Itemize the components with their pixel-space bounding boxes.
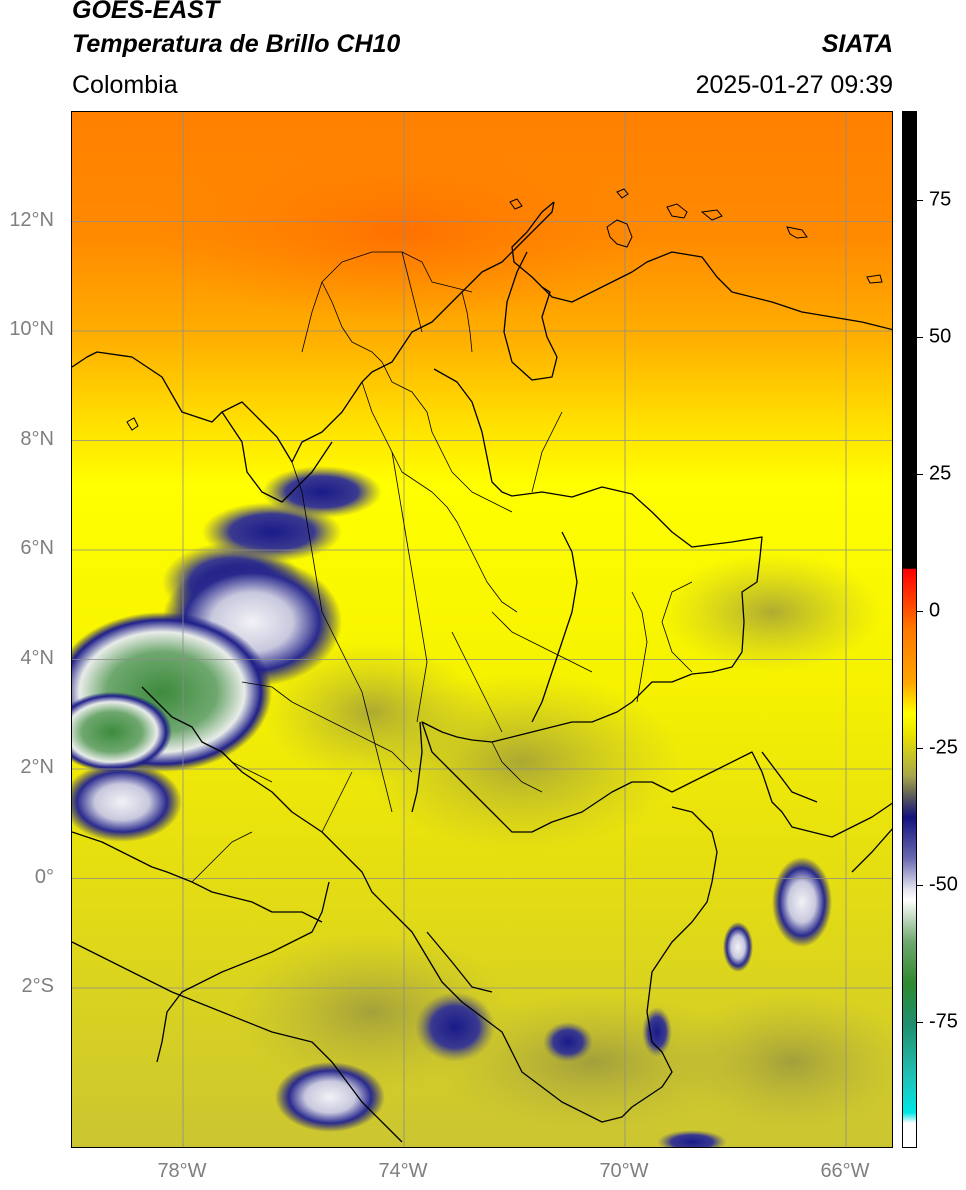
- region-label: Colombia: [72, 71, 178, 99]
- colorbar-tick-label: 25: [929, 462, 952, 485]
- colorbar-gradient: [903, 112, 916, 1147]
- longitude-label: 66°W: [820, 1160, 870, 1182]
- colorbar-tick-mark: [917, 611, 923, 612]
- satellite-title: GOES-EAST: [72, 0, 220, 24]
- warm-region: [142, 142, 662, 322]
- datetime-label: 2025-01-27 09:39: [695, 71, 893, 99]
- latitude-label: 2°S: [21, 975, 54, 997]
- graticule: [72, 112, 892, 1147]
- source-label: SIATA: [821, 30, 893, 58]
- latitude-label: 12°N: [9, 208, 54, 231]
- colorbar-tick-label: 0: [929, 599, 941, 622]
- country-borders: [72, 201, 892, 1143]
- colorbar-tick-mark: [917, 748, 923, 749]
- colorbar-tick-mark: [917, 885, 923, 886]
- department-boundaries: [191, 251, 693, 883]
- colorbar-tick-mark: [917, 337, 923, 338]
- islands: [126, 188, 883, 431]
- colorbar-tick-label: -25: [929, 736, 958, 759]
- map-frame: [71, 111, 893, 1148]
- colorbar-tick-mark: [917, 200, 923, 201]
- latitude-label: 2°N: [20, 756, 54, 778]
- colorbar: [902, 111, 917, 1148]
- latitude-label: 6°N: [20, 537, 54, 559]
- colorbar-tick-label: -50: [929, 873, 958, 896]
- product-title: Temperatura de Brillo CH10: [72, 30, 401, 58]
- colorbar-tick-label: 75: [929, 188, 952, 211]
- latitude-label: 4°N: [20, 646, 54, 669]
- colorbar-tick-label: 50: [929, 325, 952, 348]
- latitude-label: 8°N: [20, 427, 54, 450]
- longitude-label: 74°W: [378, 1160, 428, 1182]
- cold-cloud-tops: [72, 466, 892, 1147]
- longitude-label: 70°W: [599, 1160, 649, 1182]
- colorbar-tick-mark: [917, 1022, 923, 1023]
- latitude-label: 0°: [34, 865, 54, 888]
- latitude-label: 10°N: [9, 318, 54, 340]
- satellite-map: [72, 112, 892, 1147]
- colorbar-tick-label: -75: [929, 1010, 958, 1033]
- longitude-label: 78°W: [157, 1160, 207, 1182]
- colorbar-tick-mark: [917, 474, 923, 475]
